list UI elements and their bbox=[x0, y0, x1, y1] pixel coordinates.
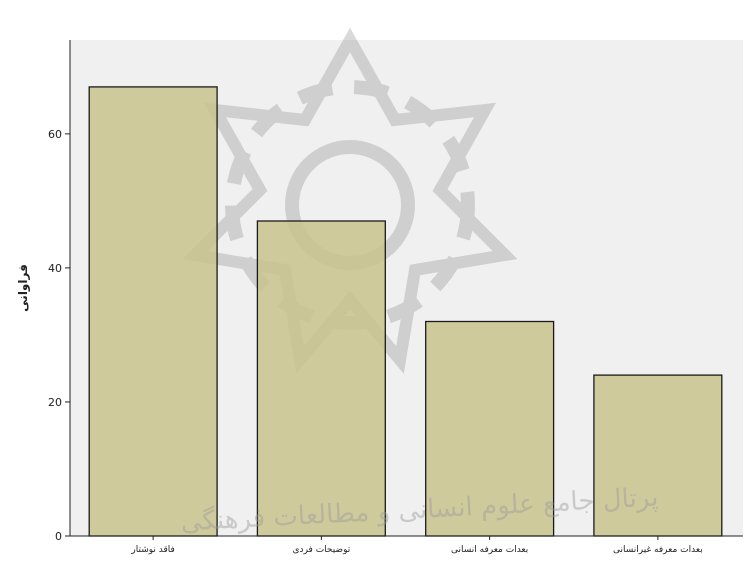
y-tick-label: 40 bbox=[48, 262, 62, 275]
y-axis: 0 20 40 60 bbox=[48, 40, 70, 543]
y-tick-label: 20 bbox=[48, 396, 62, 409]
x-axis: فاقد نوشتار توضیحات فردی بعدات معرفه انسان… bbox=[70, 536, 743, 555]
y-axis-title: فراوانی bbox=[16, 264, 31, 312]
x-tick-label: فاقد نوشتار bbox=[130, 545, 174, 555]
x-tick-label: بعدات معرفه غیرانسانی bbox=[613, 545, 703, 555]
x-tick-label: بعدات معرفه انسانی bbox=[451, 545, 528, 555]
bar-1 bbox=[89, 87, 217, 536]
y-tick-label: 0 bbox=[55, 530, 62, 543]
bar-2 bbox=[257, 221, 385, 536]
x-tick-label: توضیحات فردی bbox=[293, 545, 351, 555]
y-tick-label: 60 bbox=[48, 128, 62, 141]
